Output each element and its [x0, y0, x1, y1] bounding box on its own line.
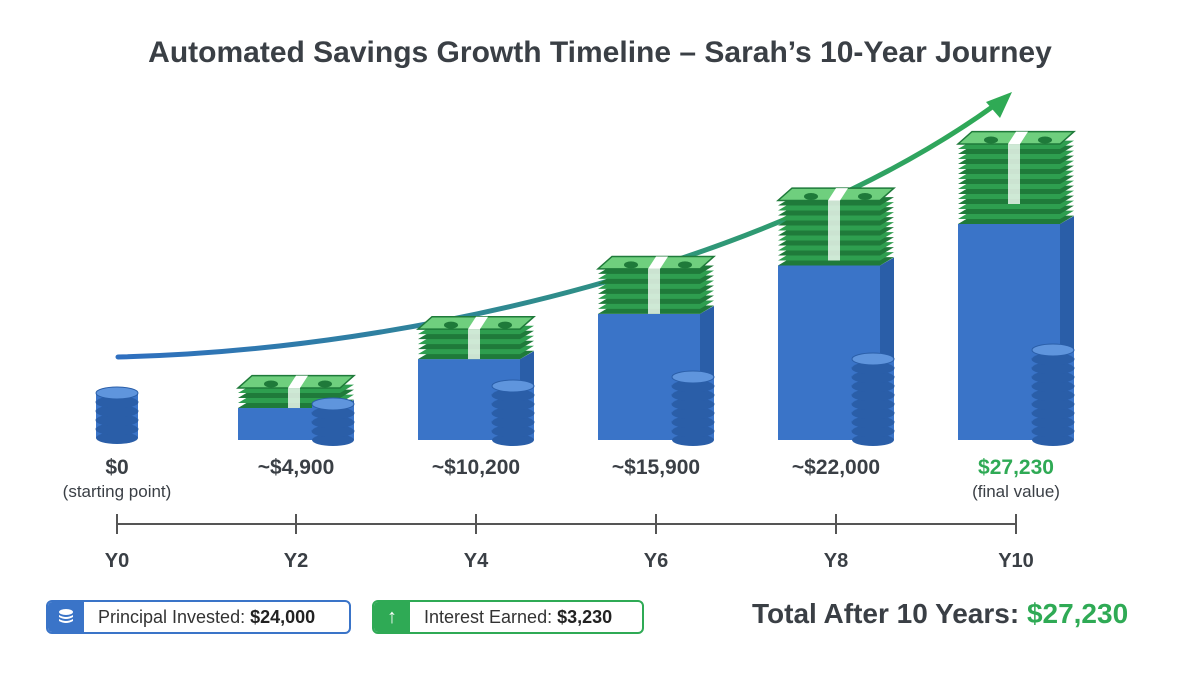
legend-interest-value: $3,230 — [557, 606, 613, 627]
legend-interest: ↑ Interest Earned: $3,230 — [372, 600, 644, 634]
data-sublabel-Y10: (final value) — [972, 482, 1060, 501]
data-label-Y6: ~$15,900 — [612, 456, 700, 479]
bar-Y4 — [416, 315, 536, 446]
tick-label-Y6: Y6 — [644, 550, 668, 572]
data-label-Y4: ~$10,200 — [432, 456, 520, 479]
total-value: $27,230 — [1026, 598, 1129, 629]
bar-Y0 — [95, 386, 139, 444]
data-sublabel-Y0: (starting point) — [63, 482, 172, 501]
data-label-Y0: $0 — [105, 456, 128, 479]
data-label-Y10: $27,230 — [978, 456, 1054, 479]
tick-label-Y4: Y4 — [464, 550, 489, 572]
tick-label-Y0: Y0 — [105, 550, 129, 572]
legend-principal-label: Principal Invested: — [98, 606, 246, 627]
total-label: Total After 10 Years: — [752, 598, 1020, 629]
bar-Y10 — [956, 130, 1076, 446]
bar-Y8 — [776, 187, 896, 446]
coin-stack-icon — [48, 602, 84, 632]
tick-label-Y8: Y8 — [824, 550, 848, 572]
trend-arrow — [115, 92, 1012, 360]
legend-interest-label: Interest Earned: — [424, 606, 553, 627]
legend-principal: Principal Invested: $24,000 — [46, 600, 351, 634]
up-arrow-icon: ↑ — [374, 602, 410, 632]
total-summary: Total After 10 Years: $27,230 — [752, 598, 1128, 630]
data-label-Y2: ~$4,900 — [258, 456, 335, 479]
data-label-Y8: ~$22,000 — [792, 456, 880, 479]
legend-principal-value: $24,000 — [250, 606, 316, 627]
tick-label-Y10: Y10 — [998, 550, 1034, 572]
bar-Y2 — [236, 374, 356, 446]
timeline-axis: Y0 Y2 Y4 Y6 Y8 Y10 — [105, 514, 1034, 572]
tick-label-Y2: Y2 — [284, 550, 308, 572]
bar-Y6 — [596, 255, 716, 446]
chart-title: Automated Savings Growth Timeline – Sara… — [148, 36, 1052, 69]
